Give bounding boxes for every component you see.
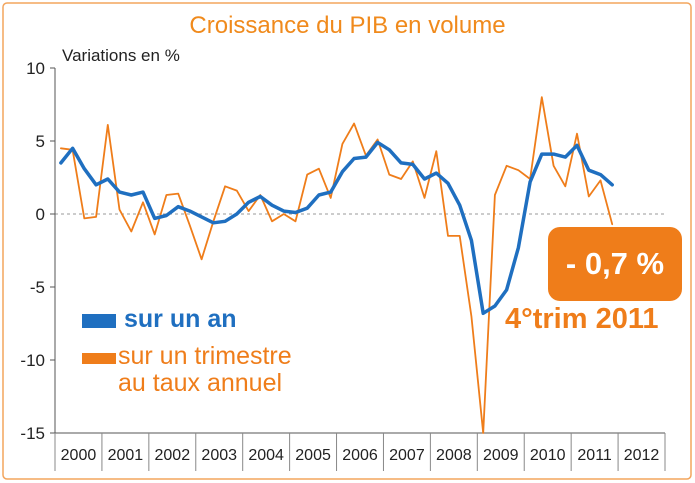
x-tick-label: 2009 [483,447,519,464]
x-tick-label: 2007 [389,447,425,464]
x-tick-label: 2011 [577,447,612,464]
x-tick-label: 2002 [155,447,191,464]
x-tick-label: 2001 [108,447,144,464]
y-axis-label: Variations en % [62,46,180,65]
x-tick-label: 2010 [530,447,566,464]
series-line-annual [59,140,614,316]
x-tick-label: 2008 [436,447,472,464]
chart-title: Croissance du PIB en volume [189,12,506,39]
x-tick-label: 2004 [248,447,284,464]
callout-badge: - 0,7 % [548,227,682,301]
y-tick-label: 10 [26,59,45,78]
y-tick-label: -15 [20,424,45,443]
legend-swatch-quarterly [82,353,116,364]
y-tick-label: -10 [20,351,45,370]
y-tick-label: 0 [36,205,45,224]
legend-label-quarterly-line2: au taux annuel [118,369,283,397]
x-tick-label: 2000 [61,447,97,464]
x-tick-label: 2003 [201,447,237,464]
x-tick-label: 2005 [295,447,331,464]
legend-label-quarterly-line1: sur un trimestre [118,342,292,370]
legend-swatch-annual [82,314,116,328]
y-tick-label: 5 [36,132,45,151]
callout-period: 4°trim 2011 [505,303,659,335]
series-line-quarterly [60,96,614,434]
legend-label-annual: sur un an [124,305,237,333]
x-tick-label: 2012 [624,447,660,464]
x-tick-label: 2006 [342,447,378,464]
y-tick-label: -5 [30,278,45,297]
